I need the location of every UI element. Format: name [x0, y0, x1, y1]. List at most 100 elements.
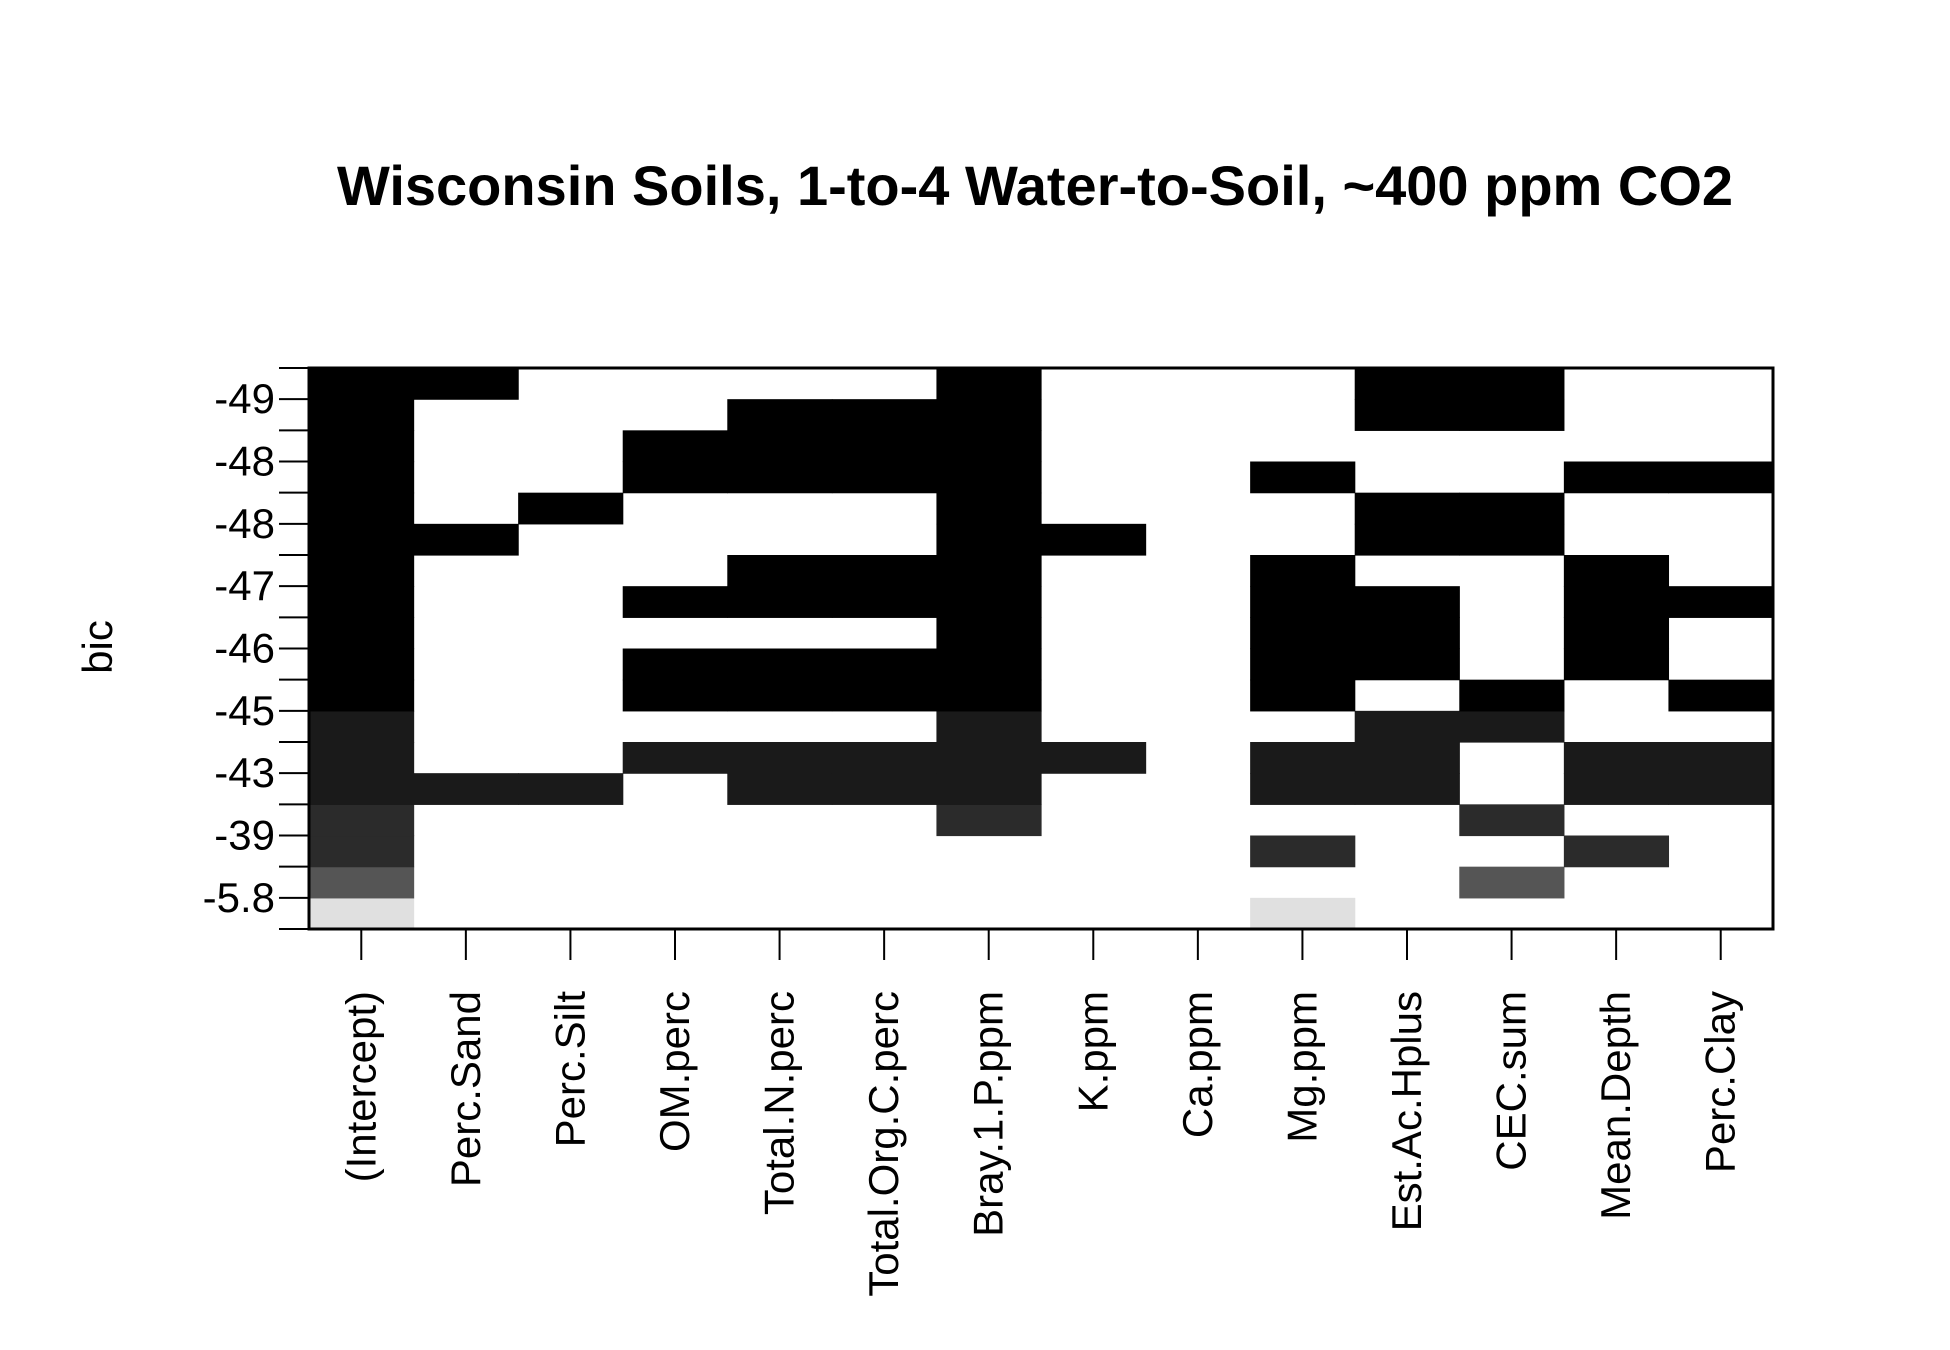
- x-tick-label: Ca.ppm: [1174, 991, 1221, 1138]
- x-tick-label: (Intercept): [337, 991, 384, 1182]
- heatmap-cell: [1250, 835, 1356, 868]
- x-tick-label: Bray.1.P.ppm: [965, 991, 1012, 1237]
- x-tick-label: Total.Org.C.perc: [860, 991, 907, 1297]
- heatmap-cell: [1250, 742, 1356, 774]
- x-tick-label: OM.perc: [651, 991, 698, 1152]
- x-tick-label: Perc.Clay: [1697, 991, 1744, 1173]
- y-axis: -5.8 -39 -43 -45 -46 -47 -48 -48 -49: [203, 367, 309, 930]
- heatmap-cell: [1459, 804, 1565, 837]
- heatmap-cell: [1250, 648, 1356, 681]
- heatmap-cell: [831, 742, 938, 774]
- heatmap-cell: [1563, 617, 1670, 650]
- heatmap-cell: [1459, 523, 1565, 556]
- heatmap-cell: [831, 679, 938, 712]
- heatmap-cell: [727, 742, 833, 774]
- y-tick-label: -39: [214, 812, 275, 859]
- heatmap-cell: [831, 461, 938, 494]
- heatmap-cell: [831, 586, 938, 618]
- heatmap-cell: [622, 648, 728, 681]
- heatmap-cell: [413, 523, 519, 556]
- heatmap-cell: [727, 773, 833, 805]
- heatmap-cell: [936, 430, 1042, 463]
- heatmap-cell: [1354, 368, 1460, 400]
- x-axis: (Intercept) Perc.Sand Perc.Silt OM.perc Tota…: [337, 929, 1744, 1297]
- x-tick-label: Perc.Silt: [546, 991, 593, 1148]
- heatmap-cell: [1250, 679, 1356, 712]
- heatmap-cell: [309, 617, 415, 650]
- heatmap-cell: [309, 866, 415, 899]
- heatmap-cell: [936, 399, 1042, 431]
- heatmap-cell: [936, 461, 1042, 494]
- heatmap-cell: [936, 773, 1042, 805]
- heatmap-cell: [1354, 523, 1460, 556]
- heatmap-cell: [413, 368, 519, 400]
- plot-frame: [307, 366, 1775, 931]
- x-tick-label: Perc.Sand: [442, 991, 489, 1187]
- heatmap-cell: [1354, 492, 1460, 525]
- heatmap-cell: [1668, 773, 1774, 805]
- heatmap-cell: [727, 679, 833, 712]
- heatmap-cell: [727, 399, 833, 431]
- heatmap-cell: [831, 430, 938, 463]
- heatmap-cell: [309, 679, 415, 712]
- heatmap-cell: [1668, 461, 1774, 494]
- heatmap-cell: [727, 586, 833, 618]
- heatmap-cell: [309, 835, 415, 868]
- heatmap-cell: [1563, 461, 1670, 494]
- x-tick-label: Est.Ac.Hplus: [1383, 991, 1430, 1231]
- y-tick-label: -45: [214, 687, 275, 734]
- heatmap-cell: [309, 492, 415, 525]
- heatmap-cell: [518, 773, 624, 805]
- y-axis-label: bic: [74, 620, 121, 674]
- heatmap-cell: [622, 430, 728, 463]
- heatmap-cell: [1354, 710, 1460, 743]
- heatmap-cell: [1250, 555, 1356, 587]
- heatmap-cell: [831, 555, 938, 587]
- heatmap-cell: [413, 773, 519, 805]
- heatmap-cell: [1668, 679, 1774, 712]
- heatmap-cell: [936, 710, 1042, 743]
- heatmap-cell: [1354, 773, 1460, 805]
- heatmap-cell: [936, 586, 1042, 618]
- x-tick-label: K.ppm: [1069, 991, 1116, 1112]
- heatmap-cell: [1354, 742, 1460, 774]
- heatmap-cell: [831, 399, 938, 431]
- heatmap-cell: [309, 648, 415, 681]
- heatmap-cell: [1563, 586, 1670, 618]
- heatmap-cell: [936, 617, 1042, 650]
- heatmap-cell: [727, 648, 833, 681]
- heatmap-cell: [309, 461, 415, 494]
- heatmap-cell: [1668, 586, 1774, 618]
- x-tick-label: Total.N.perc: [756, 991, 803, 1215]
- heatmap-cell: [831, 773, 938, 805]
- heatmap-cell: [1041, 523, 1147, 556]
- heatmap-cell: [936, 523, 1042, 556]
- heatmap-cell: [309, 773, 415, 805]
- x-tick-label: Mean.Depth: [1592, 991, 1639, 1220]
- y-tick-label: -43: [214, 749, 275, 796]
- heatmap-cell: [831, 648, 938, 681]
- heatmap-cell: [727, 555, 833, 587]
- y-tick-label: -48: [214, 500, 275, 547]
- heatmap-cell: [1250, 897, 1356, 930]
- heatmap-cell: [1250, 461, 1356, 494]
- heatmap-cell: [1563, 773, 1670, 805]
- heatmap-cell: [309, 742, 415, 774]
- heatmap-cell: [936, 368, 1042, 400]
- heatmap-cell: [936, 555, 1042, 587]
- heatmap-cell: [1459, 710, 1565, 743]
- heatmap-cell: [1459, 679, 1565, 712]
- y-tick-label: -5.8: [203, 874, 275, 921]
- heatmap-cell: [727, 430, 833, 463]
- heatmap-cell: [1354, 586, 1460, 618]
- heatmap-cell: [309, 897, 415, 930]
- heatmap-cell: [1354, 399, 1460, 431]
- heatmap-cell: [622, 742, 728, 774]
- heatmap-cell: [622, 679, 728, 712]
- heatmap-cell: [936, 492, 1042, 525]
- heatmap-cell: [1354, 617, 1460, 650]
- y-tick-label: -48: [214, 438, 275, 485]
- heatmap-cell: [1250, 586, 1356, 618]
- heatmap-cell: [1668, 742, 1774, 774]
